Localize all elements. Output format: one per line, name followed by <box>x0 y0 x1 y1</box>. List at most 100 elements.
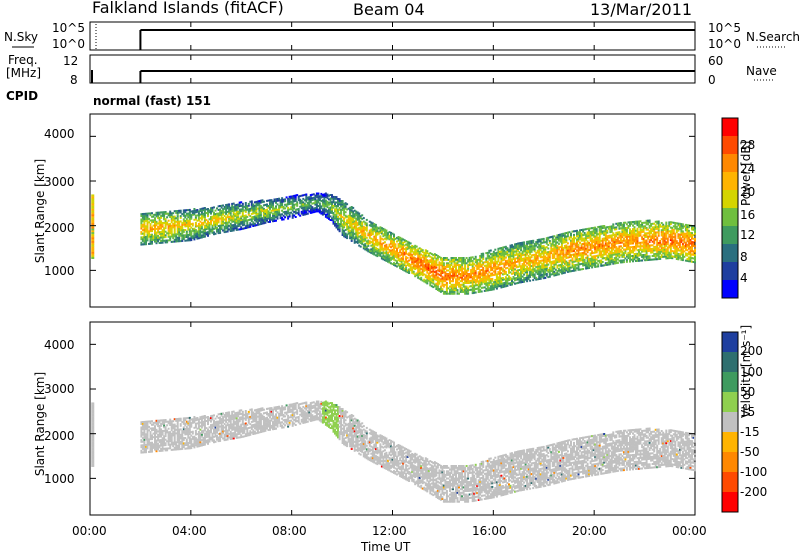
power-cell <box>647 235 650 238</box>
power-cell <box>161 213 164 216</box>
power-cell <box>632 224 634 227</box>
power-cell <box>462 271 465 274</box>
power-cell <box>492 284 495 287</box>
power-cell <box>557 259 560 261</box>
power-cell <box>663 250 666 253</box>
power-cell <box>297 197 300 200</box>
power-cell <box>535 260 538 263</box>
power-cell <box>433 260 436 263</box>
power-cell <box>203 208 206 211</box>
power-cell <box>179 216 182 219</box>
power-cell <box>559 240 562 243</box>
power-cell <box>207 209 209 212</box>
power-cell <box>343 231 346 234</box>
power-cell <box>418 277 421 280</box>
power-cell <box>479 290 482 293</box>
power-cell <box>228 224 231 227</box>
power-cell <box>468 258 471 261</box>
power-cell <box>644 239 647 242</box>
power-cell <box>579 268 581 271</box>
power-cell <box>394 252 397 255</box>
power-cell <box>580 237 583 240</box>
power-cell <box>515 271 518 274</box>
power-cell <box>402 252 405 255</box>
date-label: 13/Mar/2011 <box>590 0 693 19</box>
power-cell <box>216 230 218 233</box>
power-cell <box>421 270 424 273</box>
power-cell <box>588 236 591 239</box>
power-cell <box>638 231 640 234</box>
power-cell <box>636 254 639 257</box>
power-cell <box>196 210 199 213</box>
power-cell <box>182 221 185 224</box>
power-cell <box>447 287 450 290</box>
power-cell <box>141 213 144 215</box>
power-cell <box>309 211 312 214</box>
power-cell <box>435 284 438 287</box>
power-cell <box>424 263 427 266</box>
power-cell <box>409 253 412 256</box>
power-cell <box>511 253 513 256</box>
power-cell <box>624 244 627 247</box>
power-cell <box>591 259 594 262</box>
power-cell <box>158 211 161 214</box>
power-cell <box>185 239 188 242</box>
power-cell <box>225 205 228 208</box>
power-cell <box>610 227 613 230</box>
power-cell <box>243 223 246 226</box>
power-cell <box>305 200 308 203</box>
power-cell <box>196 230 199 233</box>
power-cell <box>432 259 435 262</box>
power-cell <box>191 237 194 239</box>
power-cell <box>264 218 267 221</box>
power-cell <box>188 237 191 240</box>
power-cell <box>429 280 432 283</box>
power-cell <box>205 231 208 234</box>
power-cell <box>391 241 394 244</box>
power-cell <box>663 246 666 249</box>
nsky-tick-top: 10^5 <box>52 21 85 35</box>
power-cell <box>355 241 358 243</box>
power-cell <box>589 264 592 267</box>
power-cell <box>281 216 284 219</box>
vel-ytick-2000: 2000 <box>44 429 75 443</box>
power-cell <box>571 250 574 253</box>
power-cell <box>494 261 497 264</box>
power-cell <box>433 285 436 288</box>
power-cell <box>494 266 497 269</box>
power-cell <box>639 247 642 250</box>
power-cell <box>485 261 488 264</box>
power-cell <box>432 270 435 273</box>
power-cell <box>654 254 657 257</box>
power-cell <box>217 208 220 211</box>
power-cell <box>470 279 473 282</box>
power-cell <box>179 240 182 243</box>
nsky-tick-bottom: 10^0 <box>52 37 85 51</box>
power-cell <box>536 278 539 281</box>
power-cell <box>243 205 246 208</box>
power-cell <box>520 279 523 282</box>
power-cell <box>544 273 547 276</box>
power-cell <box>524 260 527 263</box>
power-cell <box>515 282 518 285</box>
power-cell <box>427 260 430 263</box>
power-cell <box>202 223 205 226</box>
power-cell <box>140 243 143 246</box>
power-cell <box>539 245 542 248</box>
power-cell <box>526 240 529 243</box>
power-cell <box>256 214 259 217</box>
power-cell <box>468 285 471 288</box>
power-cell <box>495 260 498 263</box>
power-cell <box>621 254 624 257</box>
power-cell <box>615 246 618 249</box>
power-cell <box>235 212 238 215</box>
power-cell <box>636 236 639 239</box>
power-cell <box>374 232 377 235</box>
power-cell <box>615 260 618 263</box>
power-cell <box>308 196 311 199</box>
power-cell <box>565 260 568 263</box>
power-cell <box>160 241 163 244</box>
power-cell <box>311 202 314 205</box>
power-cell <box>619 261 622 264</box>
power-cell <box>556 254 559 257</box>
